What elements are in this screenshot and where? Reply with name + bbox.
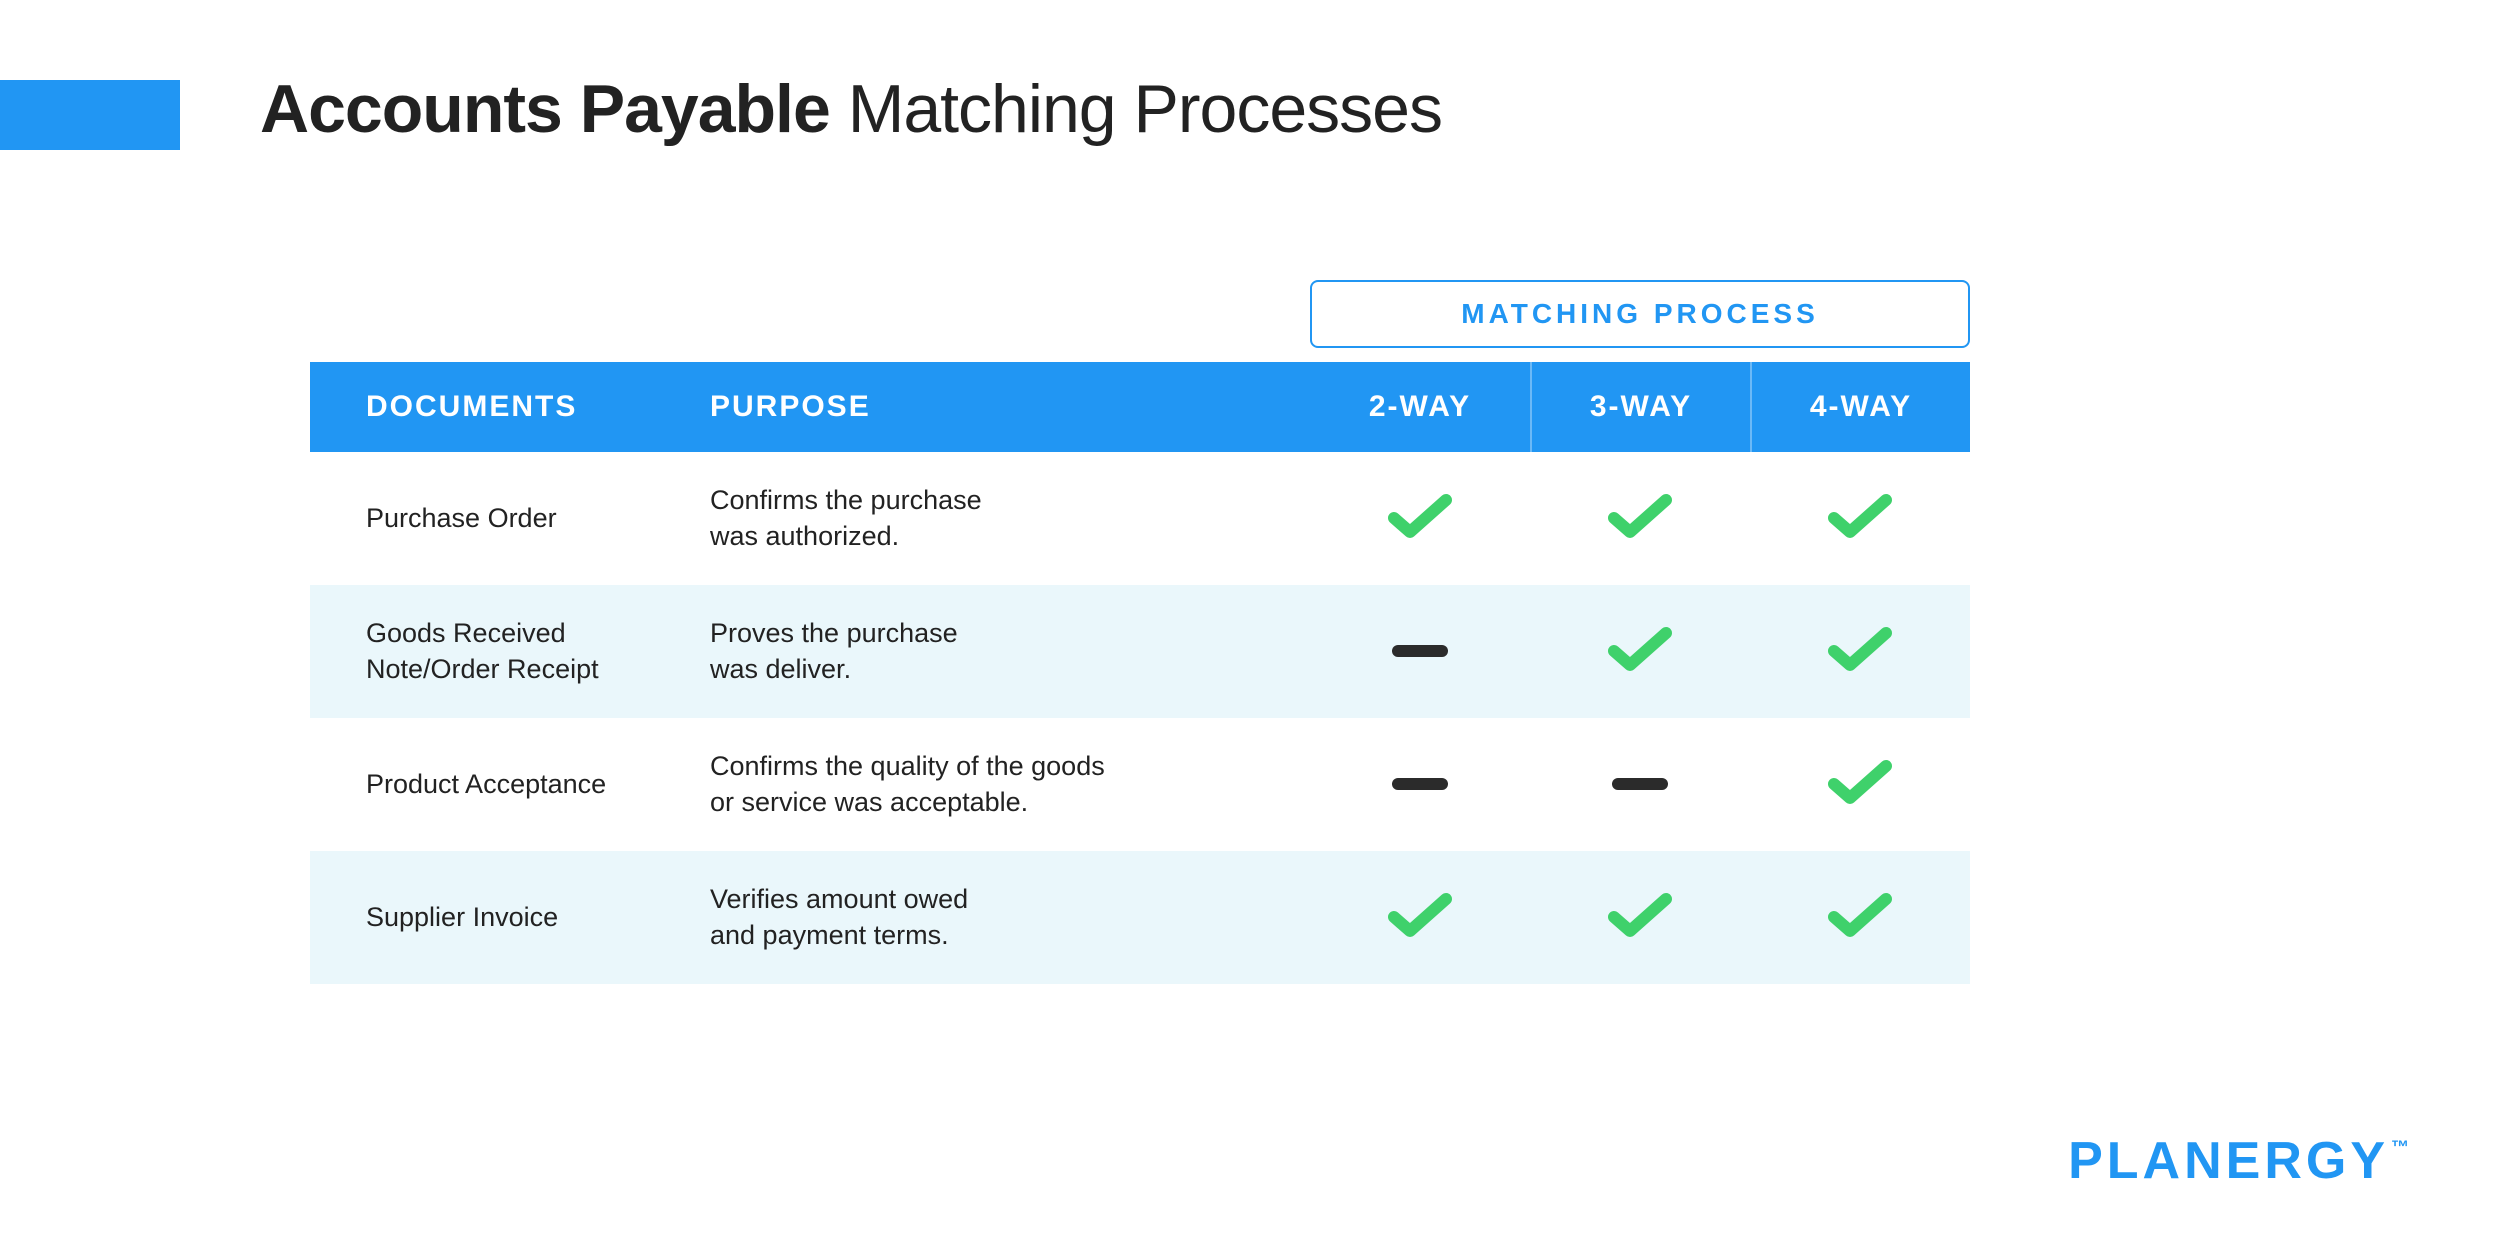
check-icon <box>1608 891 1672 944</box>
table-row: Supplier InvoiceVerifies amount owedand … <box>310 851 1970 984</box>
check-icon <box>1388 891 1452 944</box>
header-purpose: PURPOSE <box>710 362 1310 452</box>
cell-mark <box>1530 863 1750 972</box>
table-row: Purchase OrderConfirms the purchasewas a… <box>310 452 1970 585</box>
cell-purpose: Proves the purchasewas deliver. <box>710 585 1310 718</box>
cell-mark <box>1310 464 1530 573</box>
title-bold: Accounts Payable <box>260 71 830 147</box>
dash-icon <box>1392 645 1448 657</box>
table-header-row: DOCUMENTS PURPOSE 2-WAY 3-WAY 4-WAY <box>310 362 1970 452</box>
matching-table: MATCHING PROCESS DOCUMENTS PURPOSE 2-WAY… <box>310 280 1970 984</box>
planergy-logo: PLANERGY™ <box>2068 1131 2411 1191</box>
header-4way: 4-WAY <box>1750 362 1970 452</box>
check-icon <box>1828 625 1892 678</box>
cell-mark <box>1530 464 1750 573</box>
cell-mark <box>1310 750 1530 818</box>
matching-process-group-header: MATCHING PROCESS <box>1310 280 1970 348</box>
cell-document: Goods ReceivedNote/Order Receipt <box>310 585 710 718</box>
cell-document: Product Acceptance <box>310 736 710 832</box>
check-icon <box>1608 492 1672 545</box>
cell-document: Purchase Order <box>310 470 710 566</box>
cell-mark <box>1750 863 1970 972</box>
check-icon <box>1608 625 1672 678</box>
table-row: Product AcceptanceConfirms the quality o… <box>310 718 1970 851</box>
cell-document: Supplier Invoice <box>310 869 710 965</box>
check-icon <box>1828 492 1892 545</box>
dash-icon <box>1392 778 1448 790</box>
header-3way: 3-WAY <box>1530 362 1750 452</box>
cell-mark <box>1310 863 1530 972</box>
logo-text: PLANERGY <box>2068 1132 2389 1190</box>
cell-mark <box>1750 597 1970 706</box>
cell-purpose: Confirms the purchasewas authorized. <box>710 452 1310 585</box>
table-row: Goods ReceivedNote/Order ReceiptProves t… <box>310 585 1970 718</box>
check-icon <box>1388 492 1452 545</box>
check-icon <box>1828 758 1892 811</box>
cell-mark <box>1750 464 1970 573</box>
header-documents: DOCUMENTS <box>310 362 710 452</box>
accent-bar <box>0 80 180 150</box>
cell-mark <box>1530 597 1750 706</box>
cell-purpose: Verifies amount owedand payment terms. <box>710 851 1310 984</box>
page-title: Accounts Payable Matching Processes <box>260 70 1442 148</box>
header-2way: 2-WAY <box>1310 362 1530 452</box>
cell-mark <box>1530 750 1750 818</box>
cell-purpose: Confirms the quality of the goodsor serv… <box>710 718 1310 851</box>
check-icon <box>1828 891 1892 944</box>
cell-mark <box>1750 730 1970 839</box>
dash-icon <box>1612 778 1668 790</box>
cell-mark <box>1310 617 1530 685</box>
title-light: Matching Processes <box>848 71 1442 147</box>
logo-tm: ™ <box>2391 1137 2413 1157</box>
